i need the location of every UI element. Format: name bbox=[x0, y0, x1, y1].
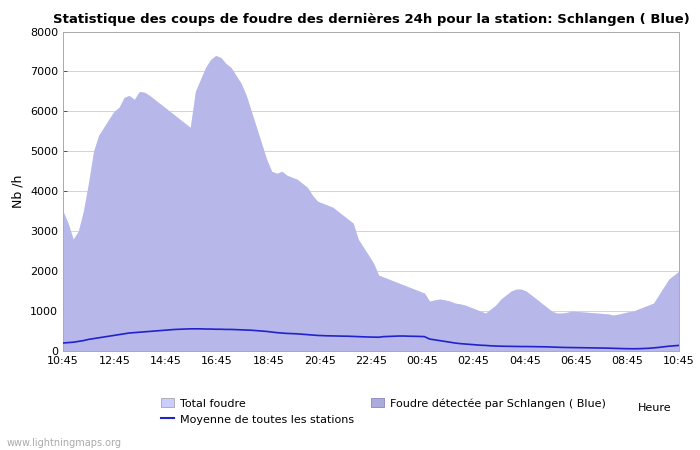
Legend: Total foudre, Moyenne de toutes les stations, Foudre détectée par Schlangen ( Bl: Total foudre, Moyenne de toutes les stat… bbox=[161, 398, 606, 425]
Title: Statistique des coups de foudre des dernières 24h pour la station: Schlangen ( B: Statistique des coups de foudre des dern… bbox=[52, 13, 690, 26]
Text: Heure: Heure bbox=[638, 403, 671, 413]
Text: www.lightningmaps.org: www.lightningmaps.org bbox=[7, 438, 122, 448]
Y-axis label: Nb /h: Nb /h bbox=[11, 175, 25, 208]
